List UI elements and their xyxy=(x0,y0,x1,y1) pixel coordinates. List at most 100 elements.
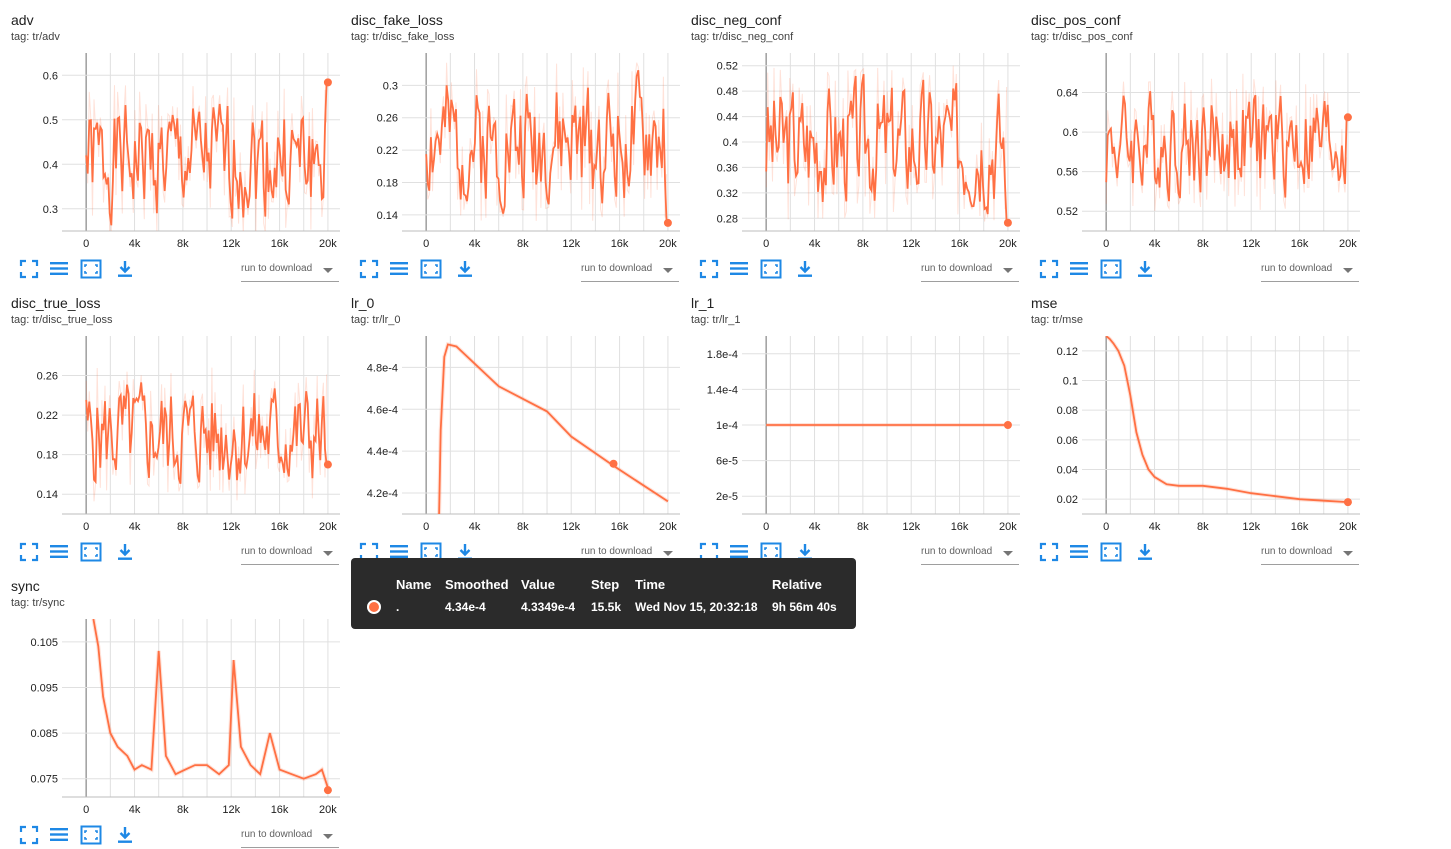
download-icon[interactable] xyxy=(454,258,476,280)
y-tick-label: 2e-5 xyxy=(716,491,738,503)
fullscreen-icon[interactable] xyxy=(358,258,380,280)
x-tick-label: 0 xyxy=(763,238,769,250)
list-icon[interactable] xyxy=(388,541,410,563)
last-point-marker xyxy=(323,460,332,469)
run-download-select[interactable]: run to download xyxy=(241,827,339,848)
card-title: adv xyxy=(11,12,34,28)
run-download-select[interactable]: run to download xyxy=(1261,261,1359,282)
y-tick-label: 0.18 xyxy=(37,450,58,462)
x-tick-label: 20k xyxy=(319,238,337,250)
y-tick-label: 0.18 xyxy=(377,177,398,189)
fullscreen-icon[interactable] xyxy=(18,824,40,846)
x-tick-label: 12k xyxy=(902,238,920,250)
fullscreen-icon[interactable] xyxy=(698,258,720,280)
line-chart[interactable]: 0.52 0.56 0.6 0.64 0 4k 8k 12k 16k 20k xyxy=(1020,0,1360,258)
y-tick-label: 1e-4 xyxy=(716,420,738,432)
line-chart[interactable]: 4.2e-4 4.4e-4 4.6e-4 4.8e-4 0 4k 8k 12k 16k 20k xyxy=(340,283,680,541)
card-title: disc_pos_conf xyxy=(1031,12,1121,28)
list-icon[interactable] xyxy=(1068,258,1090,280)
run-download-label: run to download xyxy=(921,546,993,557)
x-tick-label: 16k xyxy=(611,238,629,250)
y-tick-label: 0.22 xyxy=(37,410,58,422)
x-tick-label: 20k xyxy=(999,238,1017,250)
card-tag: tag: tr/mse xyxy=(1031,314,1083,326)
fullscreen-icon[interactable] xyxy=(1038,258,1060,280)
line-chart[interactable]: 2e-5 6e-5 1e-4 1.4e-4 1.8e-4 0 4k 8k 12k 16k 20k xyxy=(680,283,1020,541)
run-download-select[interactable]: run to download xyxy=(921,261,1019,282)
y-tick-label: 0.4 xyxy=(723,137,738,149)
line-chart[interactable]: 0.02 0.04 0.06 0.08 0.1 0.12 0 4k 8k 12k 16k 20k xyxy=(1020,283,1360,541)
chevron-down-icon xyxy=(323,268,333,273)
x-tick-label: 12k xyxy=(222,238,240,250)
x-tick-label: 12k xyxy=(222,521,240,533)
y-tick-label: 4.8e-4 xyxy=(367,362,398,374)
hover-tooltip: Name Smoothed Value Step Time Relative .… xyxy=(351,558,856,629)
x-tick-label: 20k xyxy=(1339,238,1357,250)
download-icon[interactable] xyxy=(1134,541,1156,563)
download-icon[interactable] xyxy=(794,258,816,280)
fullscreen-icon[interactable] xyxy=(358,541,380,563)
download-icon[interactable] xyxy=(114,541,136,563)
fullscreen-icon[interactable] xyxy=(18,541,40,563)
last-point-marker xyxy=(609,459,618,468)
chevron-down-icon xyxy=(1003,268,1013,273)
list-icon[interactable] xyxy=(48,824,70,846)
fit-domain-icon[interactable] xyxy=(80,824,102,846)
download-icon[interactable] xyxy=(114,258,136,280)
raw-series-line xyxy=(437,341,669,514)
y-tick-label: 1.4e-4 xyxy=(707,384,738,396)
run-download-select[interactable]: run to download xyxy=(581,261,679,282)
tooltip-value-name: . xyxy=(396,600,400,614)
list-icon[interactable] xyxy=(48,258,70,280)
fullscreen-icon[interactable] xyxy=(1038,541,1060,563)
fullscreen-icon[interactable] xyxy=(698,541,720,563)
list-icon[interactable] xyxy=(48,541,70,563)
x-tick-label: 16k xyxy=(1291,238,1309,250)
list-icon[interactable] xyxy=(728,541,750,563)
run-download-select[interactable]: run to download xyxy=(1261,544,1359,565)
line-chart[interactable]: 0.3 0.4 0.5 0.6 0 4k 8k 12k 16k 20k xyxy=(0,0,340,258)
list-icon[interactable] xyxy=(728,258,750,280)
y-tick-label: 0.26 xyxy=(377,113,398,125)
last-point-marker xyxy=(1003,218,1012,227)
x-tick-label: 4k xyxy=(129,521,141,533)
list-icon[interactable] xyxy=(1068,541,1090,563)
fit-domain-icon[interactable] xyxy=(760,258,782,280)
y-tick-label: 0.14 xyxy=(37,489,58,501)
y-tick-label: 0.32 xyxy=(717,188,738,200)
x-tick-label: 4k xyxy=(129,238,141,250)
y-tick-label: 0.1 xyxy=(1063,376,1078,388)
list-icon[interactable] xyxy=(388,258,410,280)
x-tick-label: 4k xyxy=(809,238,821,250)
fullscreen-icon[interactable] xyxy=(18,258,40,280)
last-point-marker xyxy=(663,218,672,227)
scalar-card-sync: sync tag: tr/sync 0.075 0.085 0.095 0.105 0 4k 8… xyxy=(0,566,340,849)
card-tag: tag: tr/disc_fake_loss xyxy=(351,31,455,43)
run-download-select[interactable]: run to download xyxy=(241,544,339,565)
line-chart[interactable]: 0.14 0.18 0.22 0.26 0.3 0 4k 8k 12k 16k 20k xyxy=(340,0,680,258)
run-download-select[interactable]: run to download xyxy=(921,544,1019,565)
fit-domain-icon[interactable] xyxy=(80,258,102,280)
download-icon[interactable] xyxy=(1134,258,1156,280)
y-tick-label: 0.44 xyxy=(717,112,738,124)
x-tick-label: 4k xyxy=(1149,238,1161,250)
last-point-marker xyxy=(1343,498,1352,507)
fit-domain-icon[interactable] xyxy=(1100,541,1122,563)
line-chart[interactable]: 0.28 0.32 0.36 0.4 0.44 0.48 0.52 0 4k 8k 12k 16k 20… xyxy=(680,0,1020,258)
x-tick-label: 20k xyxy=(659,238,677,250)
y-tick-label: 0.04 xyxy=(1057,465,1078,477)
line-chart[interactable]: 0.14 0.18 0.22 0.26 0 4k 8k 12k 16k 20k xyxy=(0,283,340,541)
chevron-down-icon xyxy=(323,551,333,556)
last-point-marker xyxy=(1003,421,1012,429)
line-chart[interactable]: 0.075 0.085 0.095 0.105 0 4k 8k 12k 16k 20k xyxy=(0,566,340,824)
x-tick-label: 16k xyxy=(271,804,289,816)
fit-domain-icon[interactable] xyxy=(420,258,442,280)
fit-domain-icon[interactable] xyxy=(80,541,102,563)
download-icon[interactable] xyxy=(114,824,136,846)
smoothed-series-line xyxy=(85,82,328,226)
scalar-card-disc-pos-conf: disc_pos_conf tag: tr/disc_pos_conf 0.52 0.… xyxy=(1020,0,1360,283)
x-tick-label: 12k xyxy=(1242,238,1260,250)
scalar-card-lr-0: lr_0 tag: tr/lr_0 4.2e-4 4.4e-4 4.6e-4 4.8e-4… xyxy=(340,283,680,566)
run-download-select[interactable]: run to download xyxy=(241,261,339,282)
fit-domain-icon[interactable] xyxy=(1100,258,1122,280)
